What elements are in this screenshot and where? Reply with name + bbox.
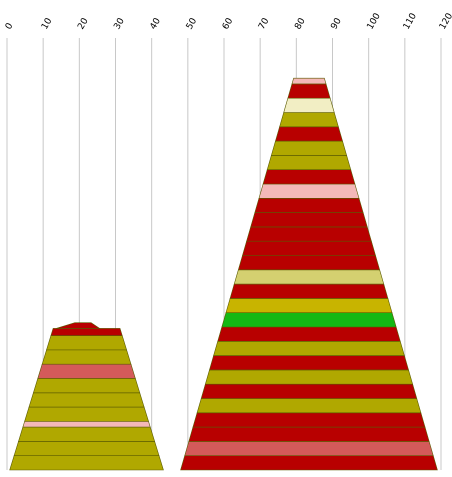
x-tick-label: 60 [221,16,236,31]
x-tick-label: 20 [76,16,91,31]
x-tick-label: 70 [257,16,272,31]
stack-2-layer-25 [279,112,339,128]
stack-2-layer-21 [262,169,356,185]
stack-2-layer-26 [283,97,335,113]
mountain-stacks [9,77,438,471]
stack-1-cap [56,322,101,329]
stack-2-layer-1 [180,455,438,471]
x-tick-label: 110 [402,11,419,31]
stack-2-layer-28 [291,77,327,85]
x-tick-label: 80 [293,16,308,31]
stack-1-layer-9 [41,349,132,365]
stack-2-layer-12 [225,298,393,314]
mountain-stack-1 [9,322,164,471]
stack-2-layer-6 [200,383,418,399]
stack-2-layer-22 [266,155,352,170]
stack-2-layer-16 [242,240,376,256]
stack-1-layer-1 [9,455,164,471]
stack-2-layer-13 [229,283,389,299]
stack-1-layer-3 [18,426,156,442]
stack-2-layer-8 [209,355,409,371]
stack-2-layer-14 [233,269,385,285]
x-tick-label: 0 [4,21,16,31]
stack-1-layer-7 [32,378,141,394]
stack-2-layer-2 [184,441,434,457]
stack-1-layer-8 [37,363,136,379]
stack-2-layer-7 [204,369,414,385]
stack-2-layer-23 [270,140,348,156]
stack-1-layer-10 [46,335,128,351]
stack-1-layer-5 [24,406,149,422]
stack-2-layer-24 [275,126,343,142]
x-tick-label: 90 [329,16,344,31]
x-tick-label: 30 [112,16,127,31]
stack-2-layer-3 [188,426,430,442]
stack-1-layer-2 [13,441,160,457]
x-axis-tick-labels: 0 10 20 30 40 50 60 70 80 90 100 110 120 [4,11,452,31]
stack-1-layer-6 [28,392,145,408]
stack-1-layer-4 [22,421,151,428]
stack-2-layer-10 [217,326,401,342]
stack-2-layer-11 [221,312,397,328]
x-tick-label: 120 [438,11,452,31]
stack-2-layer-4 [192,412,426,428]
stack-2-layer-15 [237,255,381,271]
x-tick-label: 50 [185,16,200,31]
mountain-stack-2 [180,77,438,471]
stack-2-layer-20 [258,183,360,199]
x-tick-label: 40 [149,16,164,31]
stack-1-layer-11 [50,328,123,336]
stack-2-layer-5 [196,398,422,414]
stack-2-layer-18 [250,212,368,228]
stack-2-layer-17 [246,226,372,242]
stack-2-layer-19 [254,198,364,213]
x-tick-label: 100 [366,11,383,31]
stack-2-layer-27 [287,83,331,99]
x-tick-label: 10 [40,16,55,31]
stack-2-layer-9 [213,340,405,356]
